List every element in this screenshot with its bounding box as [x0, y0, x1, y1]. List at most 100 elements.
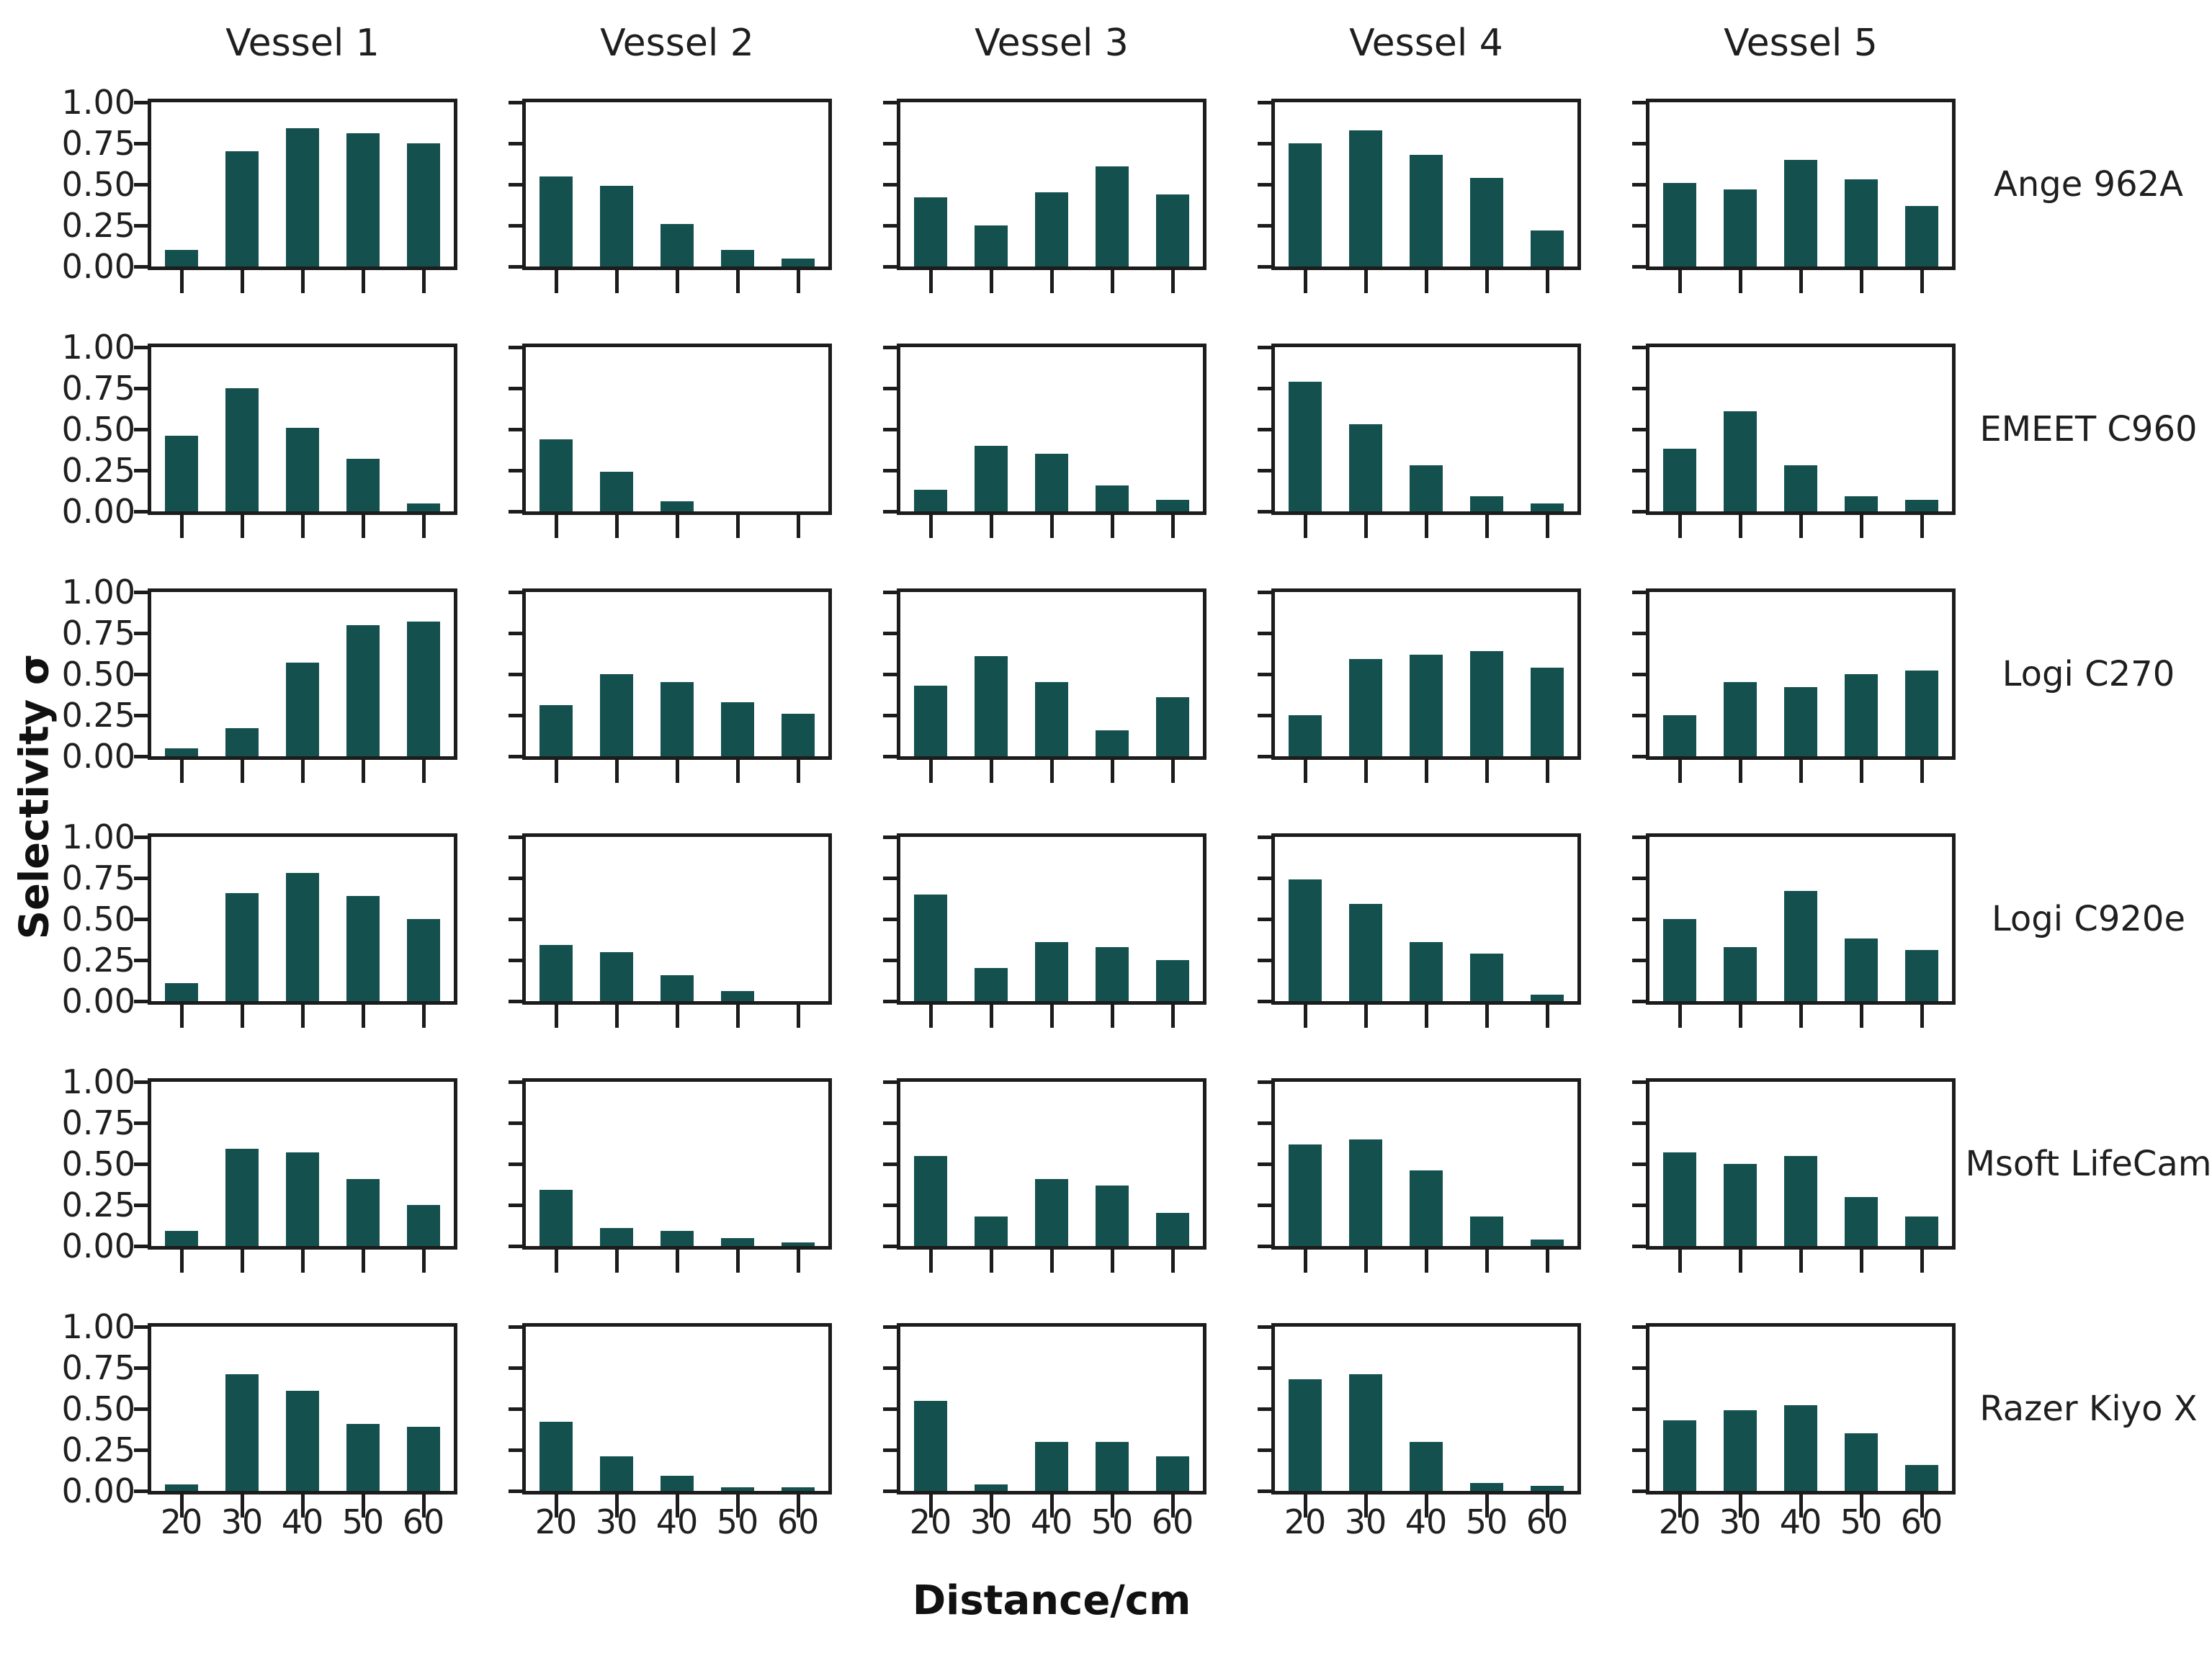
- x-tick-mark: [1049, 1495, 1054, 1518]
- bar-distance-50: [1470, 1483, 1503, 1491]
- bar-distance-50: [1845, 496, 1878, 511]
- bar-distance-20: [1663, 1152, 1696, 1246]
- bar-distance-60: [407, 919, 440, 1001]
- x-tick-mark: [361, 760, 365, 783]
- y-tick-mark: [134, 835, 148, 839]
- x-tick-mark: [421, 1495, 426, 1518]
- y-tick-mark: [509, 1448, 522, 1452]
- y-tick-mark: [134, 182, 148, 187]
- x-tick-mark: [1110, 1250, 1114, 1273]
- y-tick-mark: [1258, 917, 1271, 921]
- bar-distance-60: [1156, 1456, 1189, 1491]
- x-tick-mark: [1049, 270, 1054, 293]
- x-tick-mark: [735, 1250, 740, 1273]
- bar-distance-40: [661, 1231, 694, 1246]
- y-tick-mark: [1258, 713, 1271, 717]
- x-tick-mark: [240, 760, 244, 783]
- y-tick-mark: [509, 631, 522, 635]
- subplot-emeet-c960-vessel-1: [134, 344, 457, 538]
- y-tick-label: 0.50: [61, 655, 135, 694]
- y-tick-label: 0.75: [61, 124, 135, 163]
- bar-distance-20: [539, 945, 573, 1001]
- bar-distance-30: [1349, 659, 1382, 756]
- x-tick-mark: [1364, 270, 1368, 293]
- bar-distance-30: [225, 728, 259, 756]
- y-tick-mark: [1632, 1448, 1646, 1452]
- bar-distance-40: [1035, 682, 1068, 756]
- y-tick-mark: [883, 468, 897, 472]
- y-tick-mark: [509, 1366, 522, 1370]
- y-tick-mark: [883, 1366, 897, 1370]
- x-tick-mark: [675, 1495, 679, 1518]
- x-tick-mark: [300, 760, 305, 783]
- x-tick-mark: [1110, 515, 1114, 538]
- y-tick-label: 0.75: [61, 614, 135, 653]
- y-tick-label: 0.00: [61, 492, 135, 531]
- bar-distance-30: [1724, 1410, 1757, 1491]
- x-tick-mark: [421, 515, 426, 538]
- bar-distance-30: [1724, 411, 1757, 511]
- bar-distance-60: [1905, 671, 1938, 756]
- x-tick-mark: [1424, 270, 1428, 293]
- bar-distance-60: [1156, 960, 1189, 1001]
- bar-distance-60: [782, 259, 815, 266]
- x-tick-mark: [179, 1495, 184, 1518]
- subplot-logi-c270-vessel-4: [1258, 588, 1581, 783]
- bar-distance-40: [1410, 1442, 1443, 1491]
- x-tick-label: 20: [1658, 1502, 1701, 1541]
- bar-distance-30: [1724, 682, 1757, 756]
- bar-distance-50: [1096, 947, 1129, 1001]
- y-tick-mark: [509, 182, 522, 187]
- x-axis-label: Distance/cm: [912, 1577, 1191, 1624]
- y-tick-mark: [1632, 386, 1646, 390]
- y-tick-label: 0.25: [61, 206, 135, 245]
- x-tick-mark: [1545, 760, 1549, 783]
- bar-distance-40: [1410, 1170, 1443, 1246]
- x-tick-mark: [554, 1250, 558, 1273]
- bar-distance-40: [1035, 942, 1068, 1001]
- y-tick-mark: [1258, 590, 1271, 594]
- bar-distance-50: [346, 459, 380, 511]
- y-tick-mark: [1632, 1489, 1646, 1493]
- x-tick-mark: [1485, 1495, 1489, 1518]
- x-tick-mark: [1303, 760, 1307, 783]
- bar-distance-30: [975, 968, 1008, 1001]
- x-tick-mark: [1678, 760, 1682, 783]
- y-tick-mark: [134, 1162, 148, 1166]
- y-tick-mark: [1632, 100, 1646, 104]
- x-tick-labels-vessel-2: 20 30 40 50 60: [526, 1500, 828, 1543]
- bar-distance-60: [1531, 230, 1564, 266]
- subplot-logi-c920e-vessel-4: [1258, 833, 1581, 1028]
- x-tick-label: 60: [776, 1502, 820, 1541]
- x-tick-mark: [1424, 1005, 1428, 1028]
- y-tick-label: 0.00: [61, 1227, 135, 1265]
- y-tick-mark: [1632, 713, 1646, 717]
- x-tick-mark: [421, 270, 426, 293]
- bar-distance-40: [661, 501, 694, 511]
- y-tick-label: 0.00: [61, 982, 135, 1021]
- x-tick-label: 60: [402, 1502, 445, 1541]
- y-tick-mark: [1258, 958, 1271, 962]
- y-tick-mark: [509, 876, 522, 880]
- y-tick-mark: [883, 509, 897, 514]
- subplot-razer-kiyo-x-vessel-4: [1258, 1323, 1581, 1518]
- y-tick-mark: [509, 1162, 522, 1166]
- bar-distance-50: [721, 702, 754, 756]
- y-tick-mark: [134, 345, 148, 349]
- bar-distance-50: [721, 1487, 754, 1491]
- bar-distance-50: [1845, 179, 1878, 266]
- bar-distance-30: [1724, 1164, 1757, 1246]
- y-tick-mark: [1632, 182, 1646, 187]
- subplot-emeet-c960-vessel-2: [509, 344, 832, 538]
- bar-distance-30: [1349, 130, 1382, 266]
- y-tick-label: 0.25: [61, 941, 135, 980]
- x-tick-mark: [554, 270, 558, 293]
- y-tick-mark: [1632, 1244, 1646, 1248]
- bar-distance-30: [600, 186, 633, 266]
- x-tick-mark: [554, 1495, 558, 1518]
- x-tick-mark: [1920, 1250, 1924, 1273]
- y-tick-mark: [1258, 468, 1271, 472]
- x-tick-labels-vessel-4: 20 30 40 50 60: [1275, 1500, 1577, 1543]
- bar-distance-20: [539, 439, 573, 511]
- x-tick-mark: [928, 1250, 933, 1273]
